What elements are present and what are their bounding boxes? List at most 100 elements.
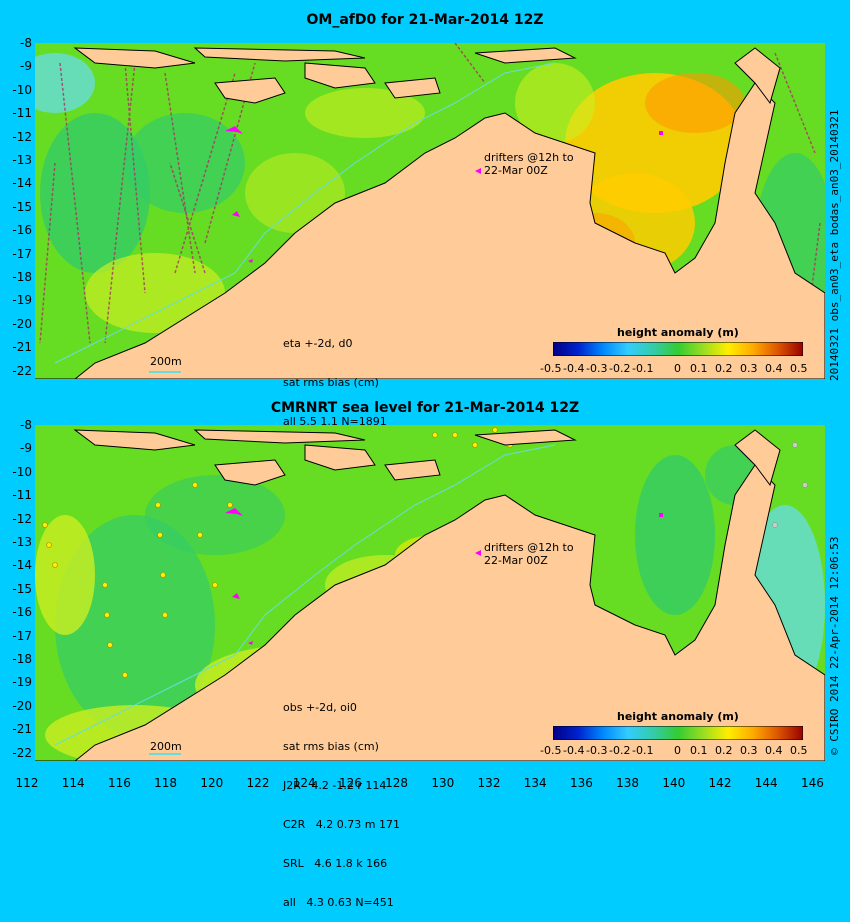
latitude-tick: -16 — [12, 223, 32, 238]
latitude-tick: -19 — [12, 293, 32, 308]
cbar-tick: 0.5 — [790, 362, 808, 375]
latitude-tick: -22 — [12, 745, 32, 760]
latitude-tick: -14 — [12, 558, 32, 573]
cbar-tick: 0.4 — [765, 744, 783, 757]
cbar-tick: 0.2 — [715, 744, 733, 757]
drifters-line: drifters @12h to — [484, 541, 574, 554]
cbar-tick: 0 — [674, 362, 681, 375]
longitude-tick: 124 — [292, 776, 316, 790]
cbar-tick: -0.5 — [540, 362, 562, 375]
latitude-tick: -8 — [20, 36, 32, 50]
bottom-scale-label: 200m — [150, 740, 182, 753]
cbar-tick: 0.5 — [790, 744, 808, 757]
drifters-line: drifters @12h to — [484, 151, 574, 164]
bottom-drifters-label: drifters @12h to 22-Mar 00Z — [484, 541, 574, 567]
longitude-tick: 118 — [154, 776, 178, 790]
top-stats-line: sat rms bias (cm) — [283, 376, 379, 389]
top-map-plot[interactable] — [35, 43, 825, 379]
top-scale-label: 200m — [150, 355, 182, 368]
latitude-tick: -21 — [12, 722, 32, 737]
latitude-tick: -21 — [12, 340, 32, 355]
latitude-tick: -18 — [12, 652, 32, 666]
top-map-svg — [35, 43, 825, 379]
bottom-stats-line: J2R 4.2 -1.2 r 114 — [283, 779, 387, 792]
latitude-tick: -14 — [12, 176, 32, 191]
longitude-tick: 132 — [477, 776, 501, 790]
longitude-tick: 126 — [338, 776, 362, 790]
cbar-tick: 0.1 — [690, 744, 708, 757]
latitude-tick: -18 — [12, 270, 32, 284]
bottom-colorbar — [553, 726, 803, 740]
cbar-tick: 0.1 — [690, 362, 708, 375]
cbar-tick: -0.2 — [609, 362, 631, 375]
latitude-tick: -19 — [12, 675, 32, 690]
latitude-tick: -11 — [12, 106, 32, 121]
latitude-tick: -10 — [12, 82, 32, 97]
cbar-tick: 0.3 — [740, 362, 758, 375]
cbar-tick: -0.3 — [586, 362, 608, 375]
latitude-tick: -16 — [12, 605, 32, 620]
top-stats-line: all 5.5 1.1 N=1891 — [283, 415, 387, 428]
longitude-tick: 120 — [200, 776, 224, 790]
drifters-line: 22-Mar 00Z — [484, 554, 548, 567]
longitude-tick: 136 — [569, 776, 593, 790]
longitude-tick: 140 — [662, 776, 686, 790]
latitude-tick: -15 — [12, 199, 32, 214]
top-colorbar-title: height anomaly (m) — [617, 326, 739, 339]
cbar-tick: -0.1 — [632, 362, 654, 375]
top-panel-title: OM_afD0 for 21-Mar-2014 12Z — [306, 12, 544, 28]
bottom-stats-line: C2R 4.2 0.73 m 171 — [283, 818, 400, 831]
cbar-tick: 0.2 — [715, 362, 733, 375]
top-drifters-label: drifters @12h to 22-Mar 00Z — [484, 151, 574, 177]
longitude-tick: 142 — [708, 776, 732, 790]
latitude-tick: -8 — [20, 418, 32, 432]
bottom-map-svg — [35, 425, 825, 761]
longitude-tick: 130 — [431, 776, 455, 790]
bottom-panel-title: CMRNRT sea level for 21-Mar-2014 12Z — [270, 400, 580, 416]
top-stats-annotation: eta +-2d, d0 sat rms bias (cm) all 5.5 1… — [283, 311, 387, 441]
bottom-map-plot[interactable] — [35, 425, 825, 761]
latitude-tick: -12 — [12, 511, 32, 526]
cbar-tick: -0.3 — [586, 744, 608, 757]
latitude-tick: -13 — [12, 535, 32, 549]
longitude-tick: 144 — [754, 776, 778, 790]
latitude-tick: -17 — [12, 246, 32, 261]
cbar-tick: -0.4 — [563, 744, 585, 757]
latitude-tick: -11 — [12, 488, 32, 503]
cbar-tick: -0.4 — [563, 362, 585, 375]
longitude-tick: 116 — [107, 776, 131, 790]
cbar-tick: -0.5 — [540, 744, 562, 757]
drifters-line: 22-Mar 00Z — [484, 164, 548, 177]
bottom-stats-line: SRL 4.6 1.8 k 166 — [283, 857, 388, 870]
cbar-tick: 0.4 — [765, 362, 783, 375]
latitude-tick: -20 — [12, 698, 32, 713]
longitude-tick: 112 — [15, 776, 39, 790]
longitude-tick: 134 — [523, 776, 547, 790]
longitude-tick: 122 — [246, 776, 270, 790]
cbar-tick: -0.1 — [632, 744, 654, 757]
longitude-tick: 114 — [61, 776, 85, 790]
longitude-tick: 146 — [800, 776, 824, 790]
cbar-tick: 0.3 — [740, 744, 758, 757]
latitude-tick: -10 — [12, 464, 32, 479]
latitude-tick: -17 — [12, 628, 32, 643]
bottom-stats-line: sat rms bias (cm) — [283, 740, 379, 753]
latitude-tick: -22 — [12, 363, 32, 378]
latitude-tick: -13 — [12, 153, 32, 167]
cbar-tick: -0.2 — [609, 744, 631, 757]
latitude-tick: -12 — [12, 129, 32, 144]
bottom-stats-line: obs +-2d, oi0 — [283, 701, 357, 714]
bottom-colorbar-title: height anomaly (m) — [617, 710, 739, 723]
longitude-tick: 138 — [616, 776, 640, 790]
bottom-stats-annotation: obs +-2d, oi0 sat rms bias (cm) J2R 4.2 … — [283, 675, 400, 922]
latitude-tick: -9 — [20, 441, 32, 456]
cbar-tick: 0 — [674, 744, 681, 757]
latitude-tick: -9 — [20, 59, 32, 74]
bottom-side-label: © CSIRO 2014 22-Apr-2014 12:06:53 — [828, 536, 841, 755]
latitude-tick: -15 — [12, 581, 32, 596]
latitude-tick: -20 — [12, 316, 32, 331]
top-stats-line: eta +-2d, d0 — [283, 337, 353, 350]
top-side-label: 20140321 obs_an03_eta bodas_an03_2014032… — [828, 109, 841, 381]
top-colorbar — [553, 342, 803, 356]
longitude-tick: 128 — [385, 776, 409, 790]
